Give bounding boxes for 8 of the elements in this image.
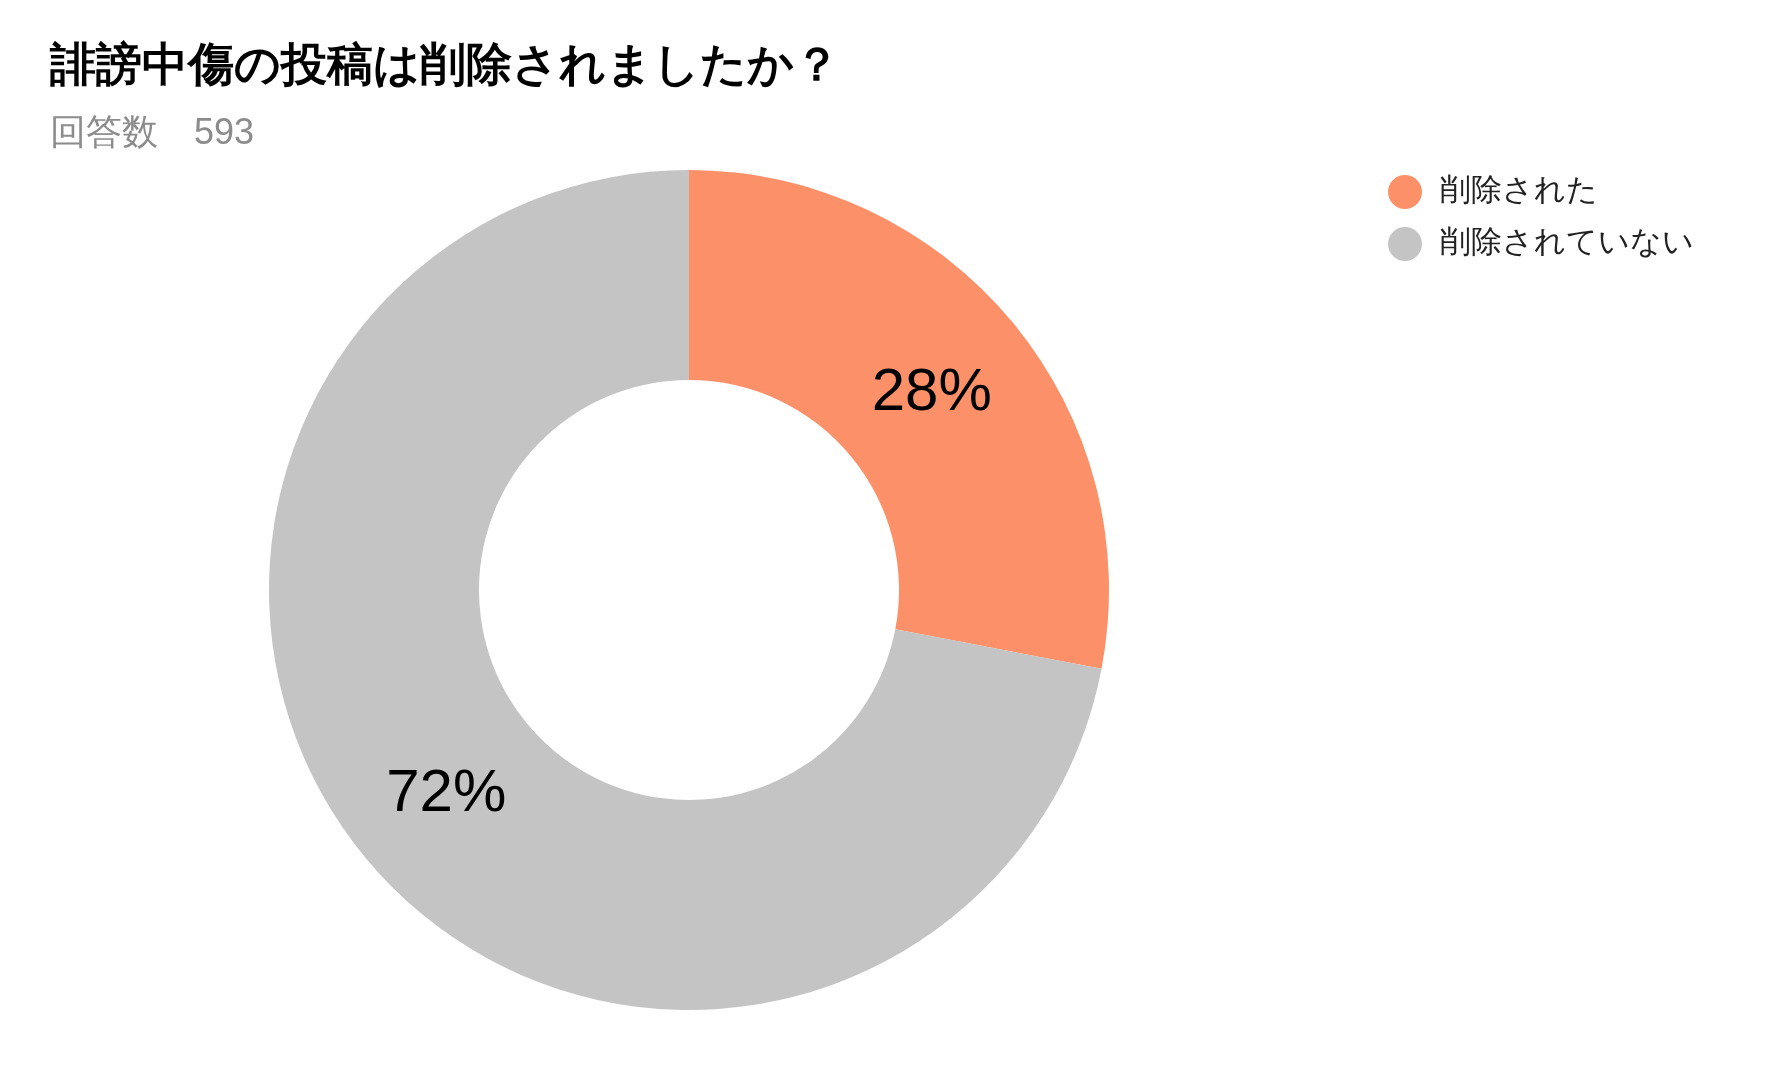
donut-slice	[689, 170, 1109, 669]
chart-subtitle: 回答数 593	[50, 110, 256, 154]
chart-title: 誹謗中傷の投稿は削除されましたか？	[50, 37, 841, 92]
legend-label: 削除された	[1440, 172, 1598, 207]
legend-label: 削除されていない	[1440, 224, 1694, 259]
donut-slice	[269, 170, 1102, 1010]
data-label: 72%	[386, 757, 507, 825]
data-label: 28%	[871, 355, 992, 423]
